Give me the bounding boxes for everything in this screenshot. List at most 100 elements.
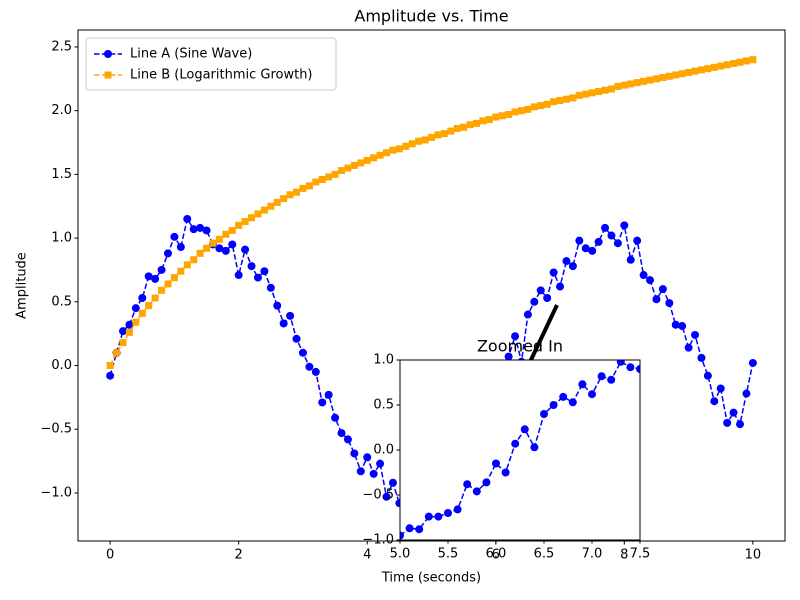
marker (331, 413, 340, 422)
x-tick-label: 6.0 (486, 547, 507, 562)
marker (106, 362, 114, 370)
marker (697, 66, 705, 74)
marker (466, 121, 474, 129)
marker (164, 280, 172, 288)
legend-label: Line A (Sine Wave) (130, 47, 252, 62)
marker (405, 524, 414, 533)
marker (703, 371, 712, 380)
marker (463, 480, 472, 489)
marker (659, 74, 667, 82)
marker (626, 255, 635, 264)
marker (633, 79, 641, 87)
marker (678, 70, 686, 78)
marker (729, 408, 738, 417)
marker (402, 142, 410, 150)
y-tick-label: 0.0 (51, 358, 72, 373)
marker (501, 468, 510, 477)
y-axis-label: Amplitude (15, 252, 30, 319)
marker (540, 410, 548, 418)
marker (697, 353, 706, 362)
marker (736, 58, 744, 66)
marker (106, 371, 115, 380)
marker (594, 237, 603, 246)
x-tick-label: 2 (235, 548, 243, 563)
marker (511, 439, 520, 448)
marker (671, 320, 680, 329)
x-tick-label: 6.5 (534, 547, 555, 562)
legend-box (85, 37, 337, 91)
marker (530, 103, 538, 111)
marker (447, 127, 455, 135)
marker (636, 365, 640, 373)
marker (144, 272, 153, 281)
connector (528, 304, 559, 363)
marker (248, 214, 256, 222)
marker (504, 352, 513, 361)
y-tick-label: 1.0 (373, 353, 394, 368)
marker (241, 245, 250, 254)
marker (691, 330, 700, 339)
marker (376, 151, 384, 159)
marker (273, 301, 282, 310)
y-tick-label: 2.0 (51, 103, 72, 118)
marker (568, 398, 577, 407)
legend-label: Line B (Logarithmic Growth) (130, 68, 313, 83)
marker (176, 243, 185, 252)
marker (549, 401, 558, 409)
marker (318, 175, 326, 183)
marker (408, 140, 416, 148)
marker (421, 136, 429, 144)
marker (299, 184, 307, 192)
marker (253, 273, 262, 282)
marker (517, 107, 525, 115)
marker (343, 435, 352, 444)
marker (131, 304, 140, 313)
y-tick-label: 1.5 (51, 167, 72, 182)
y-tick-label: 0.5 (373, 398, 394, 413)
marker (331, 170, 339, 178)
marker (582, 90, 590, 98)
x-tick-label: 5.0 (390, 547, 411, 562)
marker (523, 310, 532, 319)
marker (254, 210, 262, 218)
inset-background (400, 360, 640, 540)
legend-marker (104, 50, 112, 58)
marker (559, 392, 568, 401)
x-tick-label: 0 (106, 548, 114, 563)
marker (485, 116, 493, 124)
marker (389, 146, 397, 154)
marker (189, 225, 198, 234)
marker (588, 89, 596, 97)
marker (235, 221, 243, 229)
x-tick-label: 6 (492, 548, 500, 563)
marker (196, 249, 204, 257)
marker (286, 311, 295, 320)
marker (350, 449, 359, 458)
marker (298, 348, 307, 357)
marker (530, 443, 539, 452)
marker (222, 230, 230, 238)
marker (536, 286, 545, 295)
marker (620, 81, 628, 89)
y-tick-label: −1.0 (40, 485, 72, 500)
marker (228, 226, 236, 234)
marker (434, 512, 443, 521)
marker (736, 420, 745, 429)
marker (382, 492, 391, 501)
marker (627, 80, 635, 88)
plot-area (400, 360, 640, 540)
marker (177, 267, 185, 275)
marker (578, 380, 587, 389)
marker (228, 240, 237, 249)
y-tick-label: −0.5 (362, 488, 394, 503)
marker (550, 98, 558, 106)
marker (118, 327, 127, 336)
marker (293, 188, 301, 196)
marker (748, 358, 757, 367)
marker (530, 297, 539, 306)
marker (492, 113, 500, 121)
marker (723, 61, 731, 69)
marker (556, 282, 565, 291)
x-tick-label: 7.0 (582, 547, 603, 562)
marker (324, 390, 333, 399)
